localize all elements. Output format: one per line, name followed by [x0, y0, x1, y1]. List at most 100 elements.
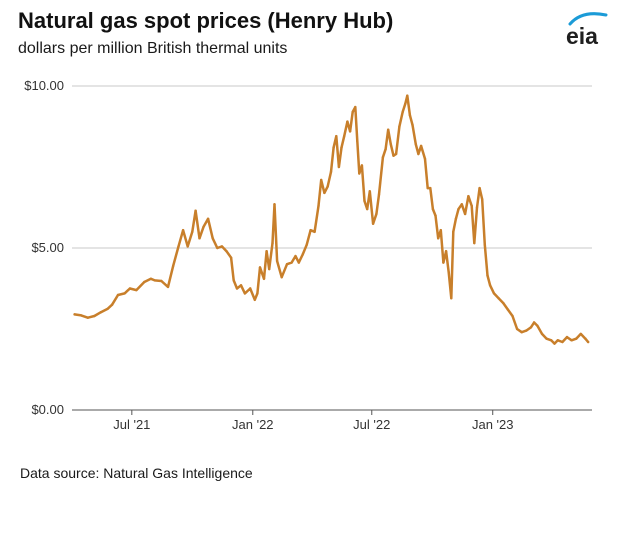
data-point	[297, 261, 300, 264]
series-layer	[73, 94, 590, 345]
data-point	[99, 311, 103, 314]
data-point	[166, 285, 170, 289]
data-point	[258, 266, 262, 269]
data-point	[93, 314, 96, 318]
data-point	[198, 237, 201, 240]
data-point	[492, 292, 496, 295]
data-point	[467, 195, 470, 198]
data-point	[452, 230, 455, 233]
chart-title: Natural gas spot prices (Henry Hub)	[18, 8, 394, 33]
data-point	[351, 110, 354, 114]
data-point	[135, 288, 138, 292]
data-point	[220, 245, 224, 248]
x-tick-label: Jul '21	[113, 417, 150, 432]
data-point	[348, 130, 352, 133]
data-point	[439, 229, 442, 232]
data-point	[520, 331, 523, 334]
data-point	[243, 292, 247, 295]
data-point	[232, 279, 235, 282]
data-point	[323, 191, 326, 195]
data-point	[371, 222, 375, 225]
x-tick-label: Jan '23	[472, 417, 514, 432]
data-point	[437, 237, 440, 240]
data-point	[363, 199, 366, 203]
data-point	[335, 135, 338, 138]
data-point	[463, 212, 467, 216]
data-point	[419, 144, 423, 148]
data-point	[143, 280, 146, 284]
data-point	[329, 170, 333, 174]
data-point	[506, 308, 510, 311]
data-point	[525, 329, 528, 332]
data-point	[216, 246, 219, 250]
data-point	[556, 339, 559, 342]
data-point	[294, 254, 297, 258]
data-point	[426, 186, 429, 190]
data-point	[149, 277, 153, 280]
data-point	[414, 143, 417, 146]
data-point	[346, 120, 349, 123]
data-point	[553, 342, 556, 345]
data-point	[540, 332, 544, 336]
data-point	[116, 293, 120, 297]
data-point	[429, 186, 432, 190]
data-point	[290, 261, 293, 264]
data-source-note: Data source: Natural Gas Intelligence	[20, 465, 253, 481]
data-point	[411, 123, 414, 127]
data-point	[256, 292, 259, 295]
data-point	[550, 339, 553, 342]
data-point	[320, 178, 323, 182]
data-point	[225, 250, 228, 253]
data-point	[387, 128, 390, 131]
data-point	[473, 241, 476, 245]
data-point	[211, 237, 214, 240]
data-point	[366, 207, 369, 211]
data-point	[565, 335, 569, 339]
data-point	[356, 139, 359, 143]
data-point	[515, 327, 519, 331]
data-point	[235, 287, 239, 290]
data-point	[375, 212, 378, 216]
chart-subtitle: dollars per million British thermal unit…	[18, 40, 288, 57]
data-point	[394, 152, 398, 156]
data-point	[202, 225, 205, 229]
logo-arc	[568, 12, 608, 26]
data-point	[160, 279, 163, 283]
data-point	[511, 314, 514, 318]
data-point	[486, 274, 489, 277]
data-point	[194, 209, 197, 212]
data-point	[354, 105, 357, 109]
data-point	[343, 135, 346, 138]
data-point	[536, 324, 539, 327]
data-point	[239, 284, 243, 287]
data-point	[384, 148, 387, 151]
data-point	[358, 172, 361, 175]
data-point	[401, 110, 404, 114]
data-point	[444, 250, 448, 253]
x-tick-label: Jul '22	[353, 417, 390, 432]
data-point	[86, 316, 90, 319]
data-point	[191, 230, 194, 233]
data-point	[529, 326, 533, 329]
data-point	[450, 297, 453, 300]
data-point	[381, 156, 385, 159]
data-point	[460, 203, 463, 206]
data-point	[575, 337, 578, 340]
data-point	[442, 261, 445, 264]
data-point	[305, 243, 308, 246]
data-point	[497, 297, 500, 300]
data-point	[406, 94, 409, 97]
data-point	[317, 204, 320, 208]
data-point	[337, 165, 341, 169]
data-point	[470, 204, 473, 208]
data-point	[417, 152, 420, 156]
logo-text: eia	[566, 23, 598, 48]
data-point	[532, 321, 536, 324]
data-point	[457, 207, 460, 211]
data-point	[80, 314, 83, 317]
data-point	[275, 259, 279, 263]
data-point	[110, 303, 114, 306]
data-point	[488, 284, 492, 287]
y-tick-label: $10.00	[24, 78, 64, 93]
